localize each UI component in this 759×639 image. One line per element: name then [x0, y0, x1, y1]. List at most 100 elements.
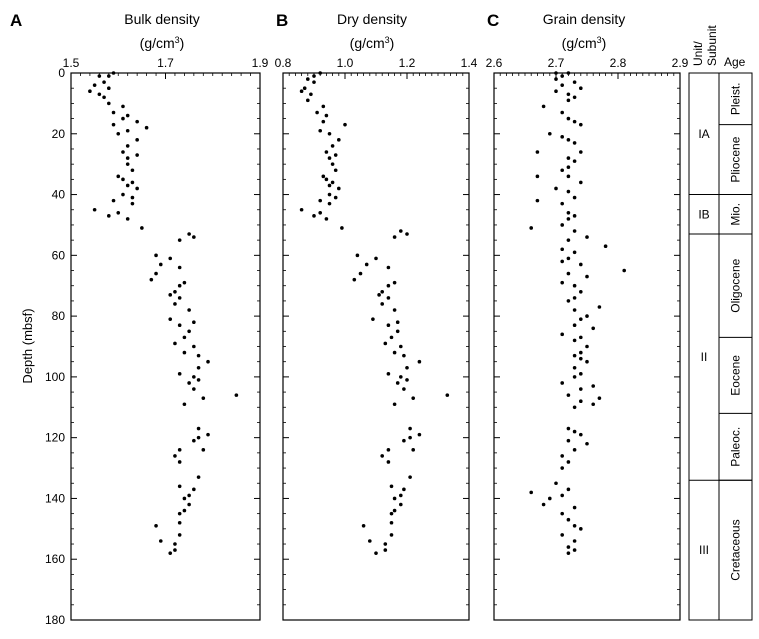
data-point — [302, 86, 307, 90]
data-point — [405, 378, 409, 382]
data-point — [154, 253, 158, 258]
panel-a-title: Bulk density — [124, 11, 199, 27]
data-point — [417, 432, 422, 437]
data-point — [177, 511, 182, 516]
data-point — [386, 323, 391, 328]
data-point — [399, 493, 403, 498]
data-point — [330, 162, 335, 166]
data-point — [327, 192, 332, 197]
data-point — [548, 496, 552, 501]
data-point — [566, 92, 571, 97]
data-point — [107, 74, 111, 78]
age-label: Mio. — [729, 203, 743, 226]
data-point — [192, 387, 196, 391]
data-point — [154, 271, 158, 276]
data-point — [374, 256, 378, 261]
data-point — [572, 505, 577, 510]
data-point — [560, 223, 564, 227]
data-point — [560, 168, 564, 173]
data-point — [125, 144, 130, 148]
data-point — [111, 110, 116, 115]
data-point — [389, 533, 394, 537]
data-point — [333, 195, 338, 200]
data-point — [411, 448, 416, 452]
data-point — [572, 80, 577, 84]
data-point — [173, 548, 177, 552]
data-point — [177, 448, 182, 452]
age-header: Age — [724, 55, 746, 69]
data-point — [566, 210, 571, 215]
x-tick-label: 2.6 — [486, 56, 503, 70]
data-point — [187, 329, 191, 334]
data-point — [92, 207, 97, 212]
data-point — [187, 493, 191, 498]
y-tick-label: 40 — [52, 188, 66, 202]
age-label: Oligocene — [729, 258, 743, 312]
age-label: Pleist. — [729, 82, 743, 115]
data-point — [177, 296, 182, 300]
data-point — [187, 308, 191, 312]
data-point — [566, 238, 571, 242]
data-point — [299, 207, 304, 212]
data-point — [140, 226, 144, 230]
x-tick-label: 0.8 — [275, 56, 292, 70]
data-point — [566, 156, 571, 160]
data-point — [579, 350, 583, 355]
y-tick-label: 140 — [45, 491, 65, 505]
data-point — [309, 92, 313, 97]
data-point — [389, 520, 394, 525]
data-point — [566, 393, 571, 397]
data-point — [116, 210, 121, 215]
data-point — [324, 217, 329, 221]
data-point — [560, 466, 564, 470]
data-point — [130, 168, 135, 173]
data-point — [154, 523, 158, 528]
data-point — [566, 487, 571, 492]
data-point — [591, 384, 595, 388]
data-point — [130, 195, 135, 200]
data-point — [368, 539, 372, 543]
data-point — [321, 104, 326, 109]
age-label: Pliocene — [729, 136, 743, 182]
panel-b-title: Dry density — [337, 11, 407, 27]
data-point — [445, 393, 450, 397]
data-point — [389, 511, 394, 516]
data-point — [130, 180, 135, 185]
data-point — [554, 77, 558, 81]
data-point — [333, 168, 338, 173]
data-point — [585, 274, 589, 279]
panel-a-points — [88, 71, 239, 555]
data-point — [572, 229, 577, 233]
data-point — [318, 198, 323, 203]
data-point — [383, 548, 388, 552]
y-tick-label: 80 — [52, 309, 66, 323]
data-point — [111, 71, 116, 75]
data-point — [566, 426, 571, 431]
data-point — [392, 280, 397, 285]
data-point — [560, 511, 564, 516]
data-point — [107, 101, 111, 106]
data-point — [192, 320, 196, 324]
data-point — [121, 177, 125, 182]
data-point — [572, 405, 577, 410]
data-point — [374, 551, 378, 555]
strat-frame — [688, 72, 753, 621]
data-point — [566, 460, 571, 464]
data-point — [408, 475, 412, 479]
x-tick-label: 1.5 — [63, 56, 80, 70]
data-point — [591, 402, 595, 407]
data-point — [88, 89, 92, 94]
data-point — [411, 396, 416, 400]
x-tick-label: 2.7 — [548, 56, 565, 70]
data-point — [603, 244, 608, 249]
data-point — [125, 156, 130, 160]
data-point — [315, 110, 319, 115]
panel-a-letter: A — [10, 11, 22, 30]
data-point — [566, 271, 571, 276]
data-point — [392, 350, 397, 355]
data-point — [318, 128, 323, 133]
data-point — [364, 262, 369, 267]
data-point — [168, 551, 173, 555]
data-point — [386, 460, 391, 464]
